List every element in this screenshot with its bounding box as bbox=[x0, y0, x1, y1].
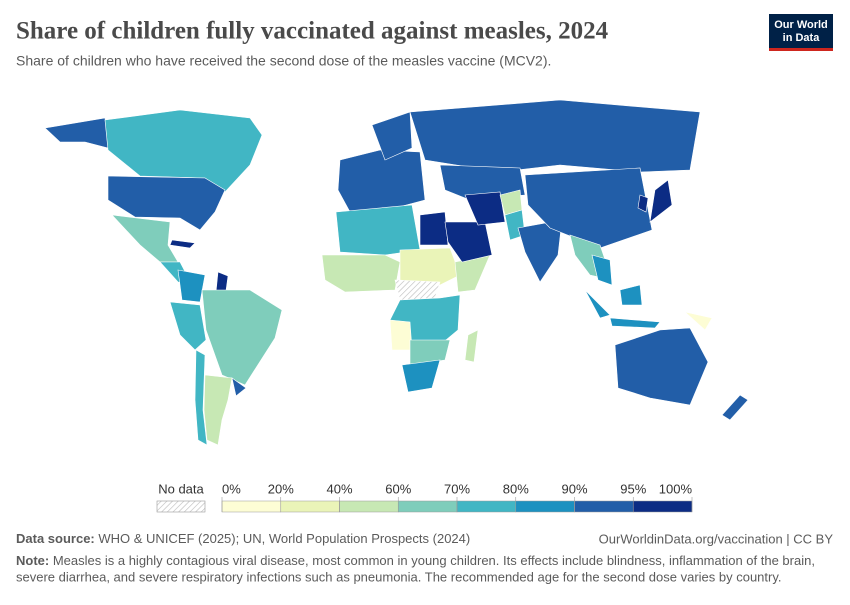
legend-tick-label: 0% bbox=[222, 481, 241, 496]
country bbox=[399, 247, 461, 286]
country bbox=[203, 374, 233, 446]
country bbox=[335, 204, 421, 256]
country bbox=[721, 394, 749, 421]
country bbox=[409, 339, 451, 366]
legend-tick-label: 100% bbox=[659, 481, 693, 496]
legend-no-data-label: No data bbox=[158, 481, 204, 496]
country bbox=[104, 109, 263, 193]
legend-bin bbox=[515, 500, 575, 513]
country bbox=[194, 349, 208, 446]
country bbox=[401, 359, 441, 393]
country bbox=[683, 311, 713, 331]
country bbox=[169, 301, 207, 351]
legend-tick-label: 40% bbox=[326, 481, 352, 496]
country bbox=[591, 254, 613, 286]
logo-text: in Data bbox=[783, 32, 821, 44]
source-text: WHO & UNICEF (2025); UN, World Populatio… bbox=[98, 531, 470, 546]
world-map bbox=[44, 95, 749, 446]
legend-bin bbox=[398, 500, 458, 513]
legend-tick-label: 20% bbox=[268, 481, 294, 496]
country bbox=[649, 179, 673, 223]
country bbox=[254, 95, 341, 153]
country bbox=[464, 329, 479, 363]
country bbox=[637, 194, 649, 213]
legend-tick-label: 70% bbox=[444, 481, 470, 496]
country bbox=[321, 254, 401, 293]
legend-bin bbox=[574, 500, 634, 513]
legend-bin bbox=[633, 500, 693, 513]
logo: Our World in Data bbox=[769, 14, 833, 51]
legend-tick-label: 60% bbox=[385, 481, 411, 496]
note: Note: Measles is a highly contagious vir… bbox=[16, 553, 815, 568]
legend-tick-label: 90% bbox=[561, 481, 587, 496]
country bbox=[111, 214, 179, 263]
country bbox=[169, 239, 196, 249]
legend-tick-label: 80% bbox=[503, 481, 529, 496]
country bbox=[371, 111, 413, 161]
country bbox=[584, 284, 661, 329]
country bbox=[394, 279, 441, 301]
country bbox=[614, 327, 709, 406]
legend-no-data bbox=[156, 500, 206, 513]
country bbox=[454, 254, 491, 293]
legend-bin bbox=[280, 500, 340, 513]
subtitle: Share of children who have received the … bbox=[16, 53, 551, 69]
note-label: Note: bbox=[16, 553, 49, 568]
source: Data source: WHO & UNICEF (2025); UN, Wo… bbox=[16, 531, 470, 546]
note-text: Measles is a highly contagious viral dis… bbox=[53, 553, 815, 568]
country bbox=[389, 319, 413, 351]
legend: No data 0% 20% 40% 60% 70% 80% 90% 95% 100% bbox=[156, 481, 693, 513]
legend-bin bbox=[221, 500, 281, 513]
country bbox=[201, 289, 283, 386]
logo-box bbox=[769, 14, 833, 50]
source-label: Data source: bbox=[16, 531, 95, 546]
country bbox=[177, 269, 206, 303]
url: OurWorldinData.org/vaccination | CC BY bbox=[599, 531, 834, 546]
country bbox=[107, 175, 226, 231]
country bbox=[337, 149, 426, 213]
country bbox=[44, 117, 109, 149]
legend-bin bbox=[456, 500, 516, 513]
logo-bar bbox=[769, 48, 833, 51]
legend-bin bbox=[339, 500, 399, 513]
country bbox=[419, 211, 449, 246]
country bbox=[409, 99, 701, 173]
country bbox=[464, 191, 506, 226]
country bbox=[231, 377, 247, 397]
logo-text: Our World bbox=[774, 19, 828, 31]
note-text: severe diarrhea, and severe respiratory … bbox=[16, 569, 782, 584]
legend-tick-label: 95% bbox=[620, 481, 646, 496]
title: Share of children fully vaccinated again… bbox=[16, 18, 609, 45]
